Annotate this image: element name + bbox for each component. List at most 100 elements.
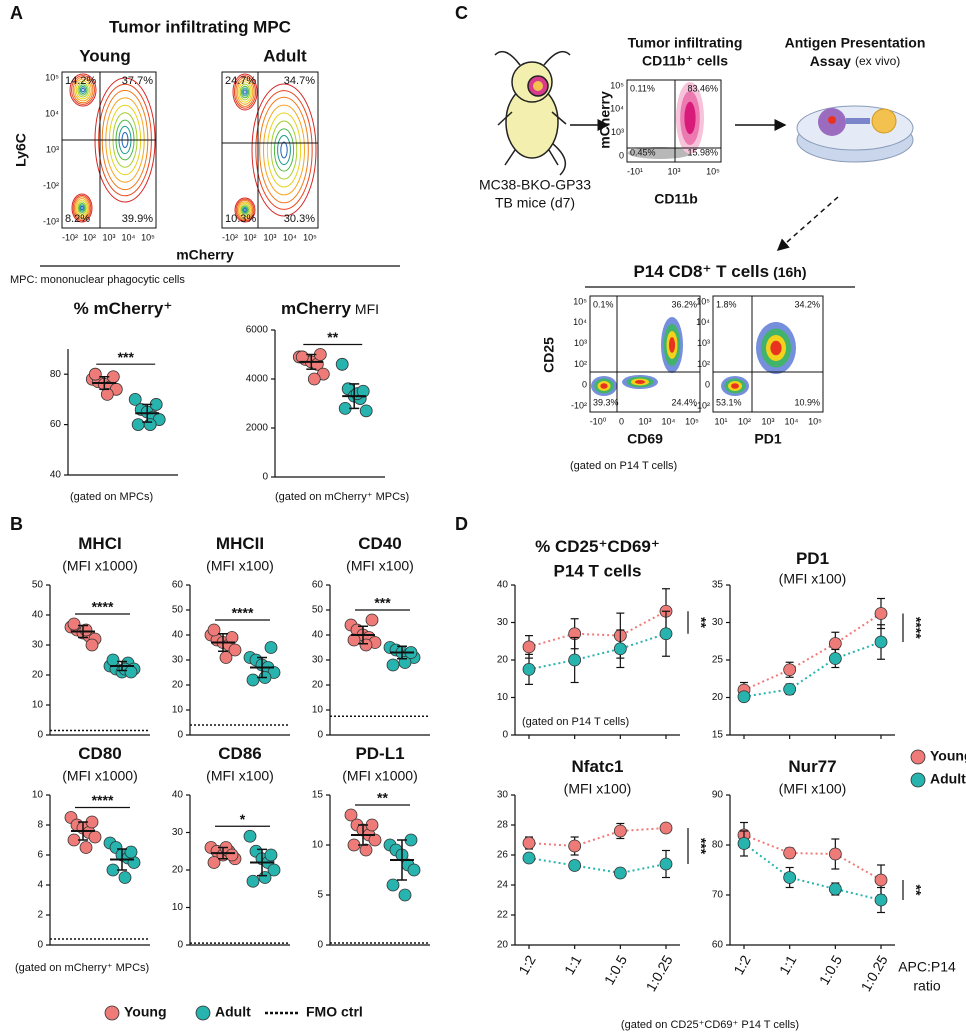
chart-title: Nur77 bbox=[788, 757, 836, 776]
legend-label: Young bbox=[124, 1004, 167, 1020]
flow-tick-label: 10⁴ bbox=[45, 108, 59, 118]
y-tick-label: 4 bbox=[37, 880, 43, 891]
series-line bbox=[743, 612, 882, 691]
point bbox=[737, 690, 751, 704]
sig-label: **** bbox=[92, 792, 114, 808]
point bbox=[522, 851, 536, 865]
point bbox=[874, 607, 888, 620]
legend-swatch bbox=[104, 1005, 120, 1021]
flow-tick-label: 10⁵ bbox=[706, 166, 720, 176]
flow-tick-label: 10³ bbox=[46, 144, 59, 154]
y-tick-label: 4000 bbox=[246, 374, 269, 385]
y-tick-label: 10 bbox=[32, 700, 44, 711]
y-tick-label: 80 bbox=[50, 369, 62, 380]
x-tick-label: 1:1 bbox=[561, 952, 585, 977]
density bbox=[756, 322, 796, 374]
flow-tick-label: 10⁴ bbox=[785, 416, 799, 426]
quadrant-label: 36.2% bbox=[671, 299, 697, 309]
y-tick-label: 20 bbox=[172, 680, 184, 691]
dot bbox=[295, 350, 309, 364]
dot bbox=[225, 848, 239, 862]
flow-tick-label: 10⁴ bbox=[122, 232, 136, 242]
quadrant-label: 10.3% bbox=[225, 213, 256, 225]
axis-label: mCherry bbox=[597, 91, 613, 149]
point bbox=[522, 836, 536, 850]
chart-subtitle: (MFI x100) bbox=[564, 781, 632, 797]
y-tick-label: 50 bbox=[172, 605, 184, 616]
dot bbox=[258, 871, 272, 884]
dot bbox=[356, 384, 370, 398]
note: (gated on CD25⁺CD69⁺ P14 T cells) bbox=[621, 1019, 799, 1031]
quadrant-label: 1.8% bbox=[716, 299, 737, 309]
dot bbox=[386, 658, 400, 672]
y-tick-label: 40 bbox=[497, 580, 509, 591]
flow-tick-label: -10⁰ bbox=[590, 416, 607, 426]
chart-title: % CD25⁺CD69⁺ bbox=[535, 537, 660, 556]
chart-title: CD40 bbox=[358, 534, 401, 553]
dot bbox=[100, 387, 114, 401]
y-tick-label: 30 bbox=[172, 827, 184, 838]
chart-title: MHCII bbox=[216, 534, 264, 553]
point bbox=[828, 882, 842, 896]
flow-tick-label: 10¹ bbox=[714, 416, 727, 426]
flow-tick-label: 10⁴ bbox=[283, 232, 297, 242]
chart-title-note: MFI bbox=[355, 301, 379, 317]
dot bbox=[124, 665, 138, 679]
legend-label: Adult bbox=[215, 1004, 251, 1020]
chart-subtitle: (MFI x1000) bbox=[342, 768, 417, 784]
flow-tick-label: 0 bbox=[619, 416, 624, 426]
y-tick-label: 0 bbox=[317, 730, 323, 741]
density bbox=[622, 375, 658, 389]
quadrant-label: 14.2% bbox=[65, 75, 96, 87]
flow-frame bbox=[61, 71, 157, 229]
chart-title: PD-L1 bbox=[355, 744, 404, 763]
y-tick-label: 40 bbox=[172, 790, 184, 801]
quadrant-label: 39.9% bbox=[122, 213, 153, 225]
point bbox=[613, 824, 627, 838]
dot bbox=[143, 418, 157, 432]
step-title: CD11b⁺ cells bbox=[642, 53, 728, 69]
quadrant-label: 15.98% bbox=[687, 147, 718, 157]
sig-label: *** bbox=[118, 349, 135, 365]
dot bbox=[219, 651, 233, 664]
dot bbox=[407, 863, 421, 877]
section-title: P14 CD8⁺ T cells (16h) bbox=[633, 262, 806, 281]
panel-letter: B bbox=[10, 514, 23, 534]
dot bbox=[359, 638, 373, 652]
note: (gated on P14 T cells) bbox=[570, 460, 677, 472]
x-tick-label: 1:0.5 bbox=[601, 952, 631, 987]
quadrant-label: 0.1% bbox=[593, 299, 614, 309]
flow-tick-label: 10⁵ bbox=[45, 72, 59, 82]
flow-tick-label: 10³ bbox=[611, 127, 624, 137]
dot bbox=[88, 367, 102, 381]
flow-tick-label: 10² bbox=[574, 359, 587, 369]
y-tick-label: 30 bbox=[712, 617, 724, 628]
panel-letter: A bbox=[10, 3, 23, 23]
dot bbox=[264, 848, 278, 862]
point bbox=[828, 652, 842, 665]
sig-label: *** bbox=[693, 838, 709, 855]
y-tick-label: 30 bbox=[172, 655, 184, 666]
point bbox=[874, 635, 888, 649]
cartoon-label: MC38-BKO-GP33 bbox=[479, 177, 591, 193]
flow-tick-label: -10² bbox=[222, 232, 238, 242]
dot bbox=[207, 623, 221, 637]
y-tick-label: 30 bbox=[497, 617, 509, 628]
y-tick-label: 30 bbox=[312, 655, 324, 666]
flow-tick-label: 10⁴ bbox=[662, 416, 676, 426]
chart-subtitle: (MFI x1000) bbox=[62, 558, 137, 574]
point bbox=[783, 663, 797, 677]
point bbox=[874, 893, 888, 907]
flow-tick-label: -10² bbox=[571, 400, 587, 410]
chart-subtitle: P14 T cells bbox=[554, 561, 642, 580]
footnote: MPC: mononuclear phagocytic cells bbox=[10, 274, 185, 286]
dot bbox=[128, 392, 142, 406]
chart-title: CD86 bbox=[218, 744, 261, 763]
series-line bbox=[743, 641, 882, 698]
flow-tick-label: -10³ bbox=[43, 216, 59, 226]
chart-title: Nfatc1 bbox=[572, 757, 624, 776]
dot bbox=[106, 653, 120, 667]
flow-tick-label: 10³ bbox=[638, 416, 651, 426]
chart-title: CD80 bbox=[78, 744, 121, 763]
point bbox=[828, 847, 842, 861]
